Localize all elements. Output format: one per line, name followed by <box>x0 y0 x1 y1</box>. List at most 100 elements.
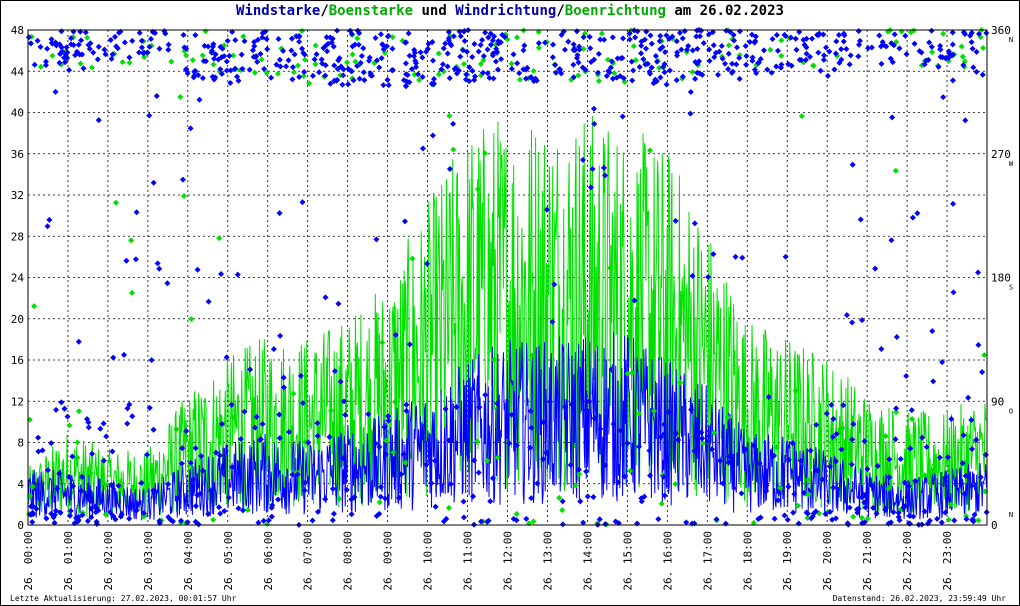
wind-direction-point <box>336 55 343 62</box>
wind-direction-point <box>666 35 673 42</box>
wind-direction-point <box>938 519 945 526</box>
x-tick-label: 26. 13:00 <box>541 531 554 591</box>
wind-direction-point <box>146 404 153 411</box>
wind-direction-point <box>923 57 930 64</box>
wind-direction-point <box>709 446 716 453</box>
wind-direction-point <box>968 29 975 36</box>
wind-direction-point <box>199 467 206 474</box>
wind-direction-point <box>241 38 248 45</box>
wind-direction-point <box>833 430 840 437</box>
gust-direction-point <box>210 61 217 68</box>
wind-direction-point <box>389 45 396 52</box>
wind-direction-point <box>97 425 104 432</box>
gust-direction-point <box>516 76 523 83</box>
wind-direction-point <box>908 407 915 414</box>
wind-direction-point <box>661 69 668 76</box>
wind-direction-point <box>832 515 839 522</box>
wind-direction-point <box>580 519 587 526</box>
wind-direction-point <box>216 504 223 511</box>
gust-direction-point <box>84 34 91 41</box>
wind-direction-point <box>51 511 58 518</box>
wind-direction-point <box>476 404 483 411</box>
gust-direction-point <box>306 80 313 87</box>
wind-direction-point <box>232 37 239 44</box>
wind-direction-point <box>239 65 246 72</box>
x-tick-label: 26. 12:00 <box>502 531 515 591</box>
wind-direction-point <box>773 63 780 70</box>
wind-direction-point <box>380 46 387 53</box>
gust-direction-point <box>805 491 812 498</box>
wind-direction-point <box>877 43 884 50</box>
gust-direction-point <box>119 59 126 66</box>
wind-direction-point <box>968 39 975 46</box>
wind-direction-point <box>51 519 58 526</box>
wind-direction-point <box>942 474 949 481</box>
wind-direction-point <box>430 57 437 64</box>
wind-direction-point <box>225 494 232 501</box>
gust-direction-point <box>580 45 587 52</box>
gust-direction-point <box>312 42 319 49</box>
wind-direction-point <box>792 35 799 42</box>
wind-direction-point <box>760 47 767 54</box>
wind-direction-point <box>527 408 534 415</box>
wind-direction-point <box>968 482 975 489</box>
wind-direction-point <box>46 216 53 223</box>
wind-direction-point <box>710 42 717 49</box>
gust-direction-point <box>514 34 521 41</box>
wind-direction-point <box>405 30 412 37</box>
gust-direction-point <box>864 515 871 522</box>
gust-direction-point <box>556 494 563 501</box>
wind-direction-point <box>78 37 85 44</box>
wind-direction-point <box>508 411 515 418</box>
wind-direction-point <box>100 457 107 464</box>
wind-direction-point <box>567 461 574 468</box>
gust-direction-point <box>75 408 82 415</box>
wind-direction-point <box>482 391 489 398</box>
y-tick-label-left: 0 <box>17 519 24 532</box>
wind-direction-point <box>221 53 228 60</box>
wind-direction-point <box>259 30 266 37</box>
wind-direction-point <box>269 502 276 509</box>
wind-direction-point <box>195 72 202 79</box>
wind-direction-point <box>859 317 866 324</box>
gust-direction-point <box>349 51 356 58</box>
wind-direction-point <box>601 164 608 171</box>
wind-direction-point <box>591 415 598 422</box>
wind-direction-point <box>520 47 527 54</box>
wind-direction-point <box>85 41 92 48</box>
wind-direction-point <box>826 508 833 515</box>
wind-direction-point <box>357 59 364 66</box>
wind-direction-point <box>784 516 791 523</box>
wind-direction-point <box>288 35 295 42</box>
wind-direction-point <box>487 498 494 505</box>
y-tick-label-left: 36 <box>11 148 24 161</box>
wind-direction-point <box>782 33 789 40</box>
y-tick-label-right: 90 <box>991 395 1004 408</box>
wind-direction-point <box>240 507 247 514</box>
wind-direction-point <box>322 294 329 301</box>
wind-direction-point <box>79 511 86 518</box>
wind-direction-point <box>673 38 680 45</box>
gust-direction-point <box>352 58 359 65</box>
wind-direction-point <box>451 65 458 72</box>
gust-direction-point <box>263 69 270 76</box>
wind-direction-point <box>376 443 383 450</box>
title-direction: Windrichtung <box>455 3 557 19</box>
wind-direction-point <box>485 517 492 524</box>
gust-direction-point <box>646 147 653 154</box>
wind-direction-point <box>787 34 794 41</box>
wind-direction-point <box>221 508 228 515</box>
x-tick-label: 26. 19:00 <box>781 531 794 591</box>
wind-direction-point <box>260 517 267 524</box>
wind-direction-point <box>247 366 254 373</box>
gust-direction-point <box>450 146 457 153</box>
wind-direction-point <box>348 511 355 518</box>
gust-direction-point <box>572 482 579 489</box>
wind-direction-point <box>400 451 407 458</box>
gust-direction-point <box>199 52 206 59</box>
wind-direction-point <box>929 328 936 335</box>
wind-direction-point <box>175 494 182 501</box>
wind-direction-point <box>709 29 716 36</box>
wind-direction-point <box>463 437 470 444</box>
wind-direction-point <box>107 509 114 516</box>
